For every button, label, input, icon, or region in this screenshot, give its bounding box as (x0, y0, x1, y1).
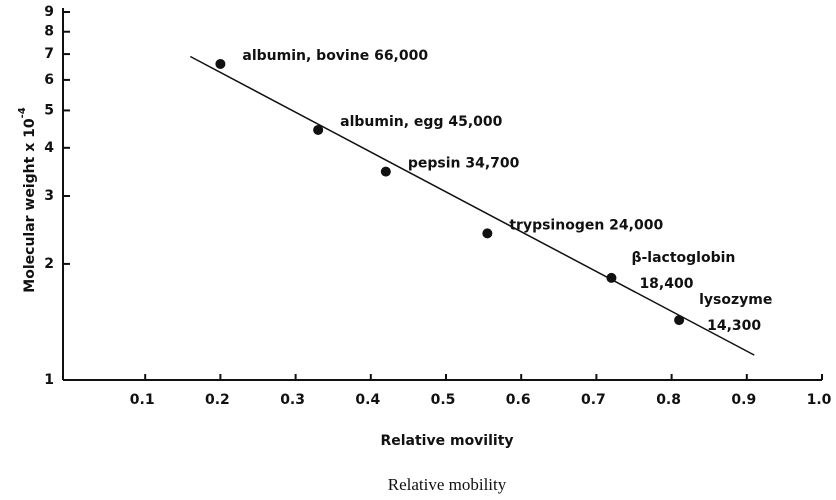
point (313, 124, 324, 135)
point-label: 18,400 (639, 276, 693, 292)
point-label: β-lactoglobin (631, 250, 735, 266)
x-tick-label: 0.1 (130, 392, 155, 408)
x-tick-label: 0.8 (656, 392, 681, 408)
point-label: lysozyme (699, 292, 772, 308)
point (380, 166, 391, 177)
fit-line (189, 55, 755, 356)
x-tick-label: 0.9 (731, 392, 756, 408)
point-label: albumin, bovine 66,000 (242, 48, 428, 64)
y-tick-label: 3 (44, 188, 54, 204)
x-tick-label: 0.4 (355, 392, 380, 408)
x-tick-label: 0.6 (506, 392, 531, 408)
y-tick-label: 8 (44, 24, 54, 40)
x-tick-label: 0.3 (280, 392, 305, 408)
y-tick-label: 5 (44, 102, 54, 118)
x-tick-label: 0.7 (581, 392, 606, 408)
point-label: albumin, egg 45,000 (340, 114, 502, 130)
x-tick-label: 0.5 (431, 392, 456, 408)
point-label: 14,300 (707, 318, 761, 334)
point-label: trypsinogen 24,000 (509, 217, 663, 233)
x-tick-label: 1.0 (807, 392, 832, 408)
y-tick-label: 1 (44, 372, 54, 388)
y-axis-label-exponent: -4 (17, 107, 28, 118)
y-tick-label: 2 (44, 256, 54, 272)
point (674, 315, 685, 326)
y-tick-label: 9 (44, 4, 54, 20)
y-tick-label: 4 (44, 140, 54, 156)
point (606, 272, 617, 283)
point (482, 228, 493, 239)
caption: Relative mobility (388, 475, 507, 494)
x-axis-label: Relative movility (380, 433, 513, 449)
y-tick-label: 7 (44, 46, 54, 62)
y-axis-label-text: Molecular weight x 10 (22, 118, 38, 293)
point-label: pepsin 34,700 (408, 156, 520, 172)
y-axis-label: Molecular weight x 10-4 (17, 107, 38, 292)
y-tick-label: 6 (44, 72, 54, 88)
x-tick-label: 0.2 (205, 392, 230, 408)
point (215, 58, 226, 69)
